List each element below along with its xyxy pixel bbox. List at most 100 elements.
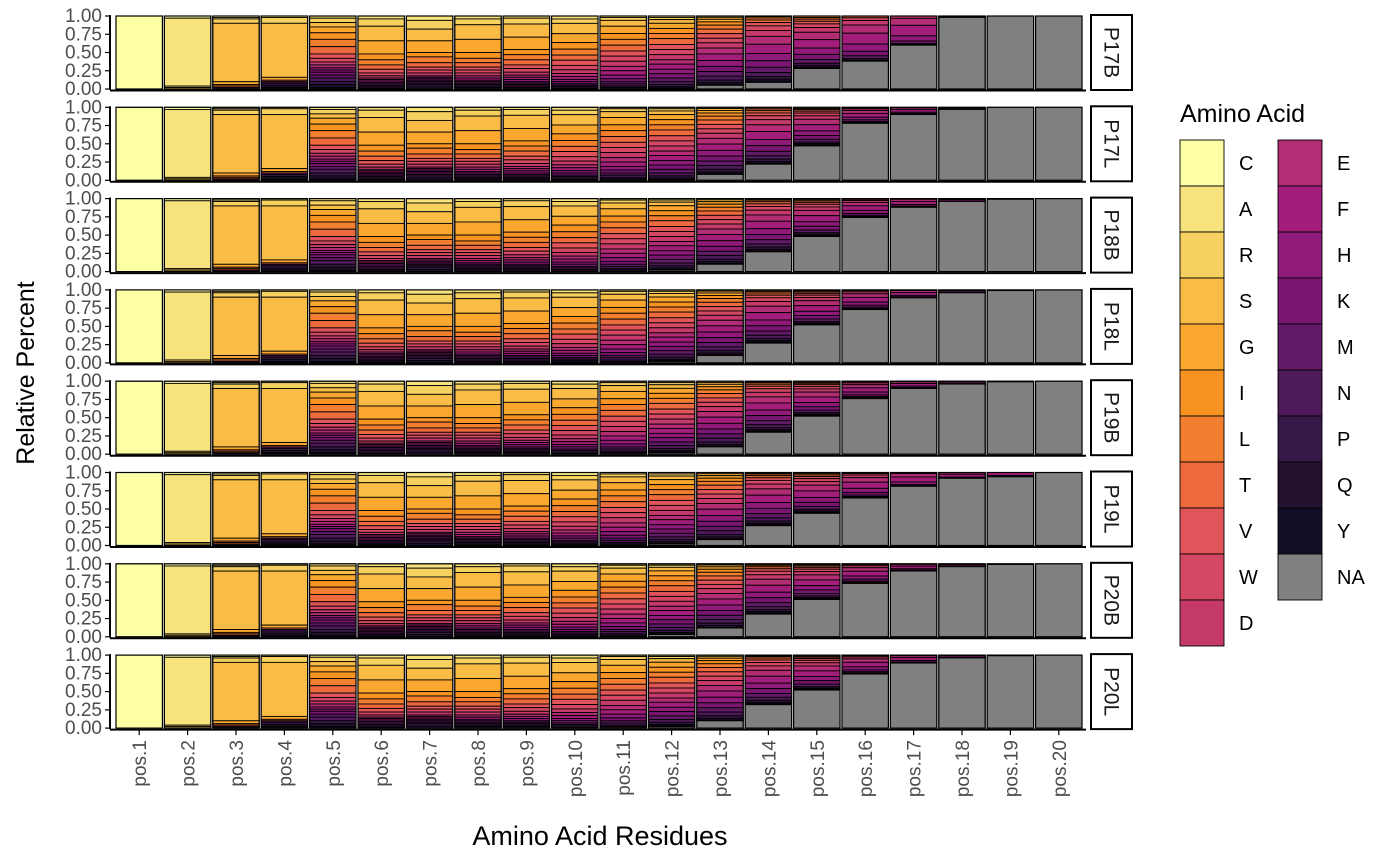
bar-segment-P20L-pos.12-H bbox=[647, 706, 696, 713]
bar-segment-P19B-pos.12-S bbox=[647, 384, 696, 389]
y-tick-label: 0.25 bbox=[65, 609, 102, 630]
bar-P17L-pos.18 bbox=[938, 106, 986, 181]
y-tick-label: 1.00 bbox=[65, 645, 102, 666]
bar-segment-P19L-pos.9-W bbox=[502, 524, 551, 530]
bar-segment-P20B-pos.14-H bbox=[744, 591, 793, 599]
bar-segment-P20B-pos.9-G bbox=[502, 584, 551, 598]
bar-segment-P17B-pos.5-V bbox=[309, 53, 357, 59]
bar-segment-P19L-pos.5-I bbox=[309, 488, 357, 497]
bar-segment-P20L-pos.13-T bbox=[696, 667, 744, 673]
bar-P20L-pos.14 bbox=[744, 654, 793, 729]
bar-segment-P20L-pos.13-W bbox=[696, 675, 744, 681]
bar-segment-P20L-pos.9-I bbox=[502, 688, 551, 695]
bar-segment-P17B-pos.4-R bbox=[260, 17, 309, 24]
y-tick-label: 0.00 bbox=[65, 170, 102, 191]
bar-segment-P17B-pos.6-L bbox=[357, 59, 405, 66]
bar-segment-P20L-pos.15-NA bbox=[793, 689, 841, 729]
bar-P17B-pos.5 bbox=[308, 15, 357, 90]
bar-P17B-pos.19 bbox=[986, 15, 1035, 90]
bar-segment-P20B-pos.14-E bbox=[744, 578, 793, 586]
bar-segment-P19B-pos.13-D bbox=[696, 406, 744, 413]
bar-segment-P19B-pos.12-T bbox=[647, 402, 696, 410]
bar-segment-P19B-pos.11-F bbox=[599, 435, 647, 441]
bar-P20L-pos.10 bbox=[550, 654, 599, 729]
bar-segment-P19L-pos.12-V bbox=[647, 499, 696, 506]
facet-panel-P20L: 0.000.250.500.751.00 P20L bbox=[65, 645, 1133, 739]
bar-segment-P18L-pos.5-T bbox=[309, 320, 357, 329]
bar-segment-P19L-pos.2-A bbox=[163, 474, 212, 544]
bar-P20B-pos.5 bbox=[308, 563, 357, 638]
bar-segment-P20B-pos.13-W bbox=[696, 583, 744, 590]
bar-segment-P18L-pos.10-I bbox=[551, 315, 599, 324]
bar-segment-P18L-pos.15-F bbox=[793, 305, 841, 312]
bar-segment-P17B-pos.14-V bbox=[744, 22, 793, 27]
bar-segment-P17L-pos.10-W bbox=[551, 156, 599, 162]
y-tick-label: 0.00 bbox=[65, 353, 102, 374]
bar-segment-P17B-pos.9-G bbox=[502, 36, 551, 51]
facet-panel-P20B: 0.000.250.500.751.00 P20B bbox=[65, 554, 1133, 648]
bar-segment-P20B-pos.7-L bbox=[405, 604, 454, 611]
bar-segment-P18L-pos.10-G bbox=[551, 307, 599, 317]
bar-P18L-pos.9 bbox=[502, 289, 551, 364]
bar-segment-P19B-pos.9-S bbox=[502, 388, 551, 403]
bar-segment-P18L-pos.6-S bbox=[357, 299, 405, 316]
bar-segment-P19L-pos.11-S bbox=[599, 476, 647, 484]
bar-P20L-pos.5 bbox=[308, 654, 357, 729]
bar-P20B-pos.18 bbox=[938, 563, 986, 638]
bar-segment-P17L-pos.7-G bbox=[405, 131, 454, 145]
bar-segment-P18L-pos.12-F bbox=[647, 336, 696, 343]
bar-segment-P17B-pos.11-V bbox=[599, 50, 647, 57]
bar-segment-P17B-pos.9-V bbox=[502, 64, 551, 70]
bar-segment-P17L-pos.12-S bbox=[647, 110, 696, 116]
bar-segment-P18B-pos.7-R bbox=[405, 202, 454, 213]
bar-segment-P18L-pos.10-T bbox=[551, 328, 599, 335]
bar-segment-P20L-pos.11-L bbox=[599, 678, 647, 685]
bar-segment-P19L-pos.19-NA bbox=[986, 476, 1035, 546]
legend-key-S bbox=[1179, 277, 1225, 325]
bar-segment-P20L-pos.5-L bbox=[309, 678, 357, 687]
facet-label-P19L: P19L bbox=[1100, 484, 1123, 533]
bar-segment-P20L-pos.9-S bbox=[502, 662, 551, 677]
bar-segment-P19B-pos.2-A bbox=[163, 382, 212, 452]
bar-segment-P19L-pos.11-I bbox=[599, 489, 647, 497]
y-tick-label: 1.00 bbox=[65, 554, 102, 575]
bar-segment-P20L-pos.13-K bbox=[696, 702, 744, 709]
bar-segment-P20L-pos.7-R bbox=[405, 659, 454, 669]
legend-label-D: D bbox=[1239, 613, 1253, 635]
facet-strip bbox=[1090, 196, 1133, 274]
bar-segment-P18B-pos.13-NA bbox=[696, 263, 744, 273]
bar-segment-P19L-pos.12-D bbox=[647, 509, 696, 516]
bar-segment-P18B-pos.12-K bbox=[647, 254, 696, 260]
bar-segment-P17L-pos.6-I bbox=[357, 144, 405, 152]
bar-segment-P19L-pos.1-C bbox=[115, 472, 163, 546]
legend-key-L bbox=[1179, 415, 1225, 463]
bar-segment-P20B-pos.6-T bbox=[357, 612, 405, 618]
legend-label-A: A bbox=[1239, 199, 1253, 221]
bar-segment-P19L-pos.15-F bbox=[793, 490, 841, 498]
bar-segment-P18L-pos.5-V bbox=[309, 327, 357, 333]
bar-segment-P19L-pos.13-I bbox=[696, 477, 744, 482]
bar-segment-P18L-pos.9-G bbox=[502, 310, 551, 324]
bar-segment-P18B-pos.18-NA bbox=[938, 201, 986, 273]
bar-P19L-pos.5 bbox=[308, 471, 357, 547]
x-tick-label-pos.9: pos.9 bbox=[517, 740, 538, 786]
bar-segment-P18B-pos.15-E bbox=[793, 209, 841, 217]
bar-segment-P17L-pos.18-NA bbox=[938, 109, 986, 181]
bar-segment-P19L-pos.14-M bbox=[744, 513, 793, 519]
bar-segment-P20B-pos.5-N bbox=[309, 625, 357, 630]
bar-P19L-pos.18 bbox=[938, 471, 986, 547]
bar-segment-P17B-pos.10-D bbox=[551, 69, 599, 74]
bar-segment-P17B-pos.6-I bbox=[357, 53, 405, 61]
bar-segment-P20B-pos.1-C bbox=[115, 563, 163, 638]
bar-P19L-pos.7 bbox=[405, 471, 454, 547]
bar-segment-P19B-pos.20-NA bbox=[1035, 380, 1083, 455]
bar-segment-P17L-pos.7-T bbox=[405, 153, 454, 159]
bar-segment-P19B-pos.13-L bbox=[696, 389, 744, 395]
bar-segment-P19L-pos.14-E bbox=[744, 488, 793, 496]
bar-segment-P18L-pos.11-F bbox=[599, 344, 647, 350]
bar-segment-P17L-pos.8-T bbox=[454, 153, 502, 159]
bar-segment-P17L-pos.12-I bbox=[647, 119, 696, 126]
bar-segment-P19L-pos.16-E bbox=[841, 477, 889, 483]
bar-segment-P20B-pos.13-I bbox=[696, 568, 744, 573]
bar-segment-P18B-pos.13-W bbox=[696, 219, 744, 225]
